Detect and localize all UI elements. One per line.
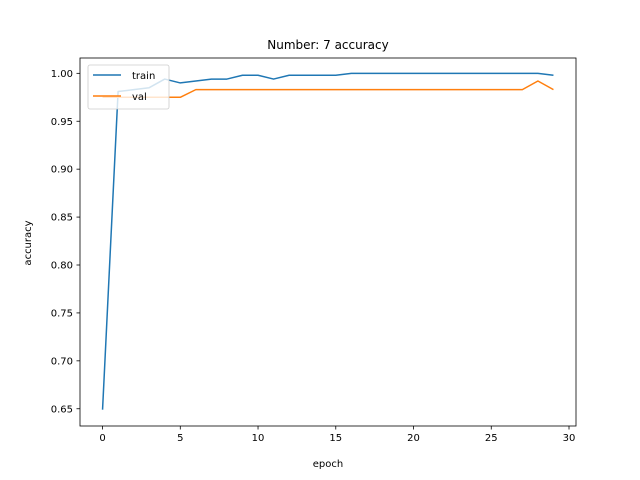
- x-axis: 0 5 10 15 20 25 30: [99, 426, 575, 444]
- x-tick-label: 10: [252, 433, 265, 444]
- y-tick-label: 0.80: [51, 261, 73, 272]
- series-line-train: [101, 72, 554, 410]
- y-tick-label: 1.00: [51, 69, 73, 80]
- y-tick-label: 0.90: [51, 165, 73, 176]
- x-tick-label: 20: [407, 433, 420, 444]
- y-axis-label: accuracy: [23, 220, 34, 265]
- legend-label-val: val: [132, 92, 147, 103]
- y-tick-label: 0.70: [51, 356, 73, 367]
- x-tick-label: 5: [177, 433, 183, 444]
- legend-label-train: train: [132, 71, 155, 82]
- y-axis: 0.65 0.70 0.75 0.80 0.85 0.90 0.95 1.00: [51, 69, 80, 415]
- plot-area: [79, 57, 577, 427]
- y-tick-label: 0.65: [51, 404, 73, 415]
- y-tick-label: 0.75: [51, 308, 73, 319]
- x-tick-label: 25: [485, 433, 498, 444]
- x-tick-label: 15: [329, 433, 342, 444]
- series-group: [101, 72, 554, 410]
- y-tick-label: 0.95: [51, 117, 73, 128]
- y-tick-label: 0.85: [51, 213, 73, 224]
- x-tick-label: 0: [99, 433, 105, 444]
- legend: train val: [87, 64, 170, 110]
- chart-title: Number: 7 accuracy: [267, 38, 388, 52]
- series-line-val: [102, 80, 554, 99]
- plot-frame: [79, 57, 577, 427]
- x-axis-label: epoch: [313, 459, 343, 470]
- legend-box: [87, 64, 170, 110]
- x-tick-label: 30: [563, 433, 576, 444]
